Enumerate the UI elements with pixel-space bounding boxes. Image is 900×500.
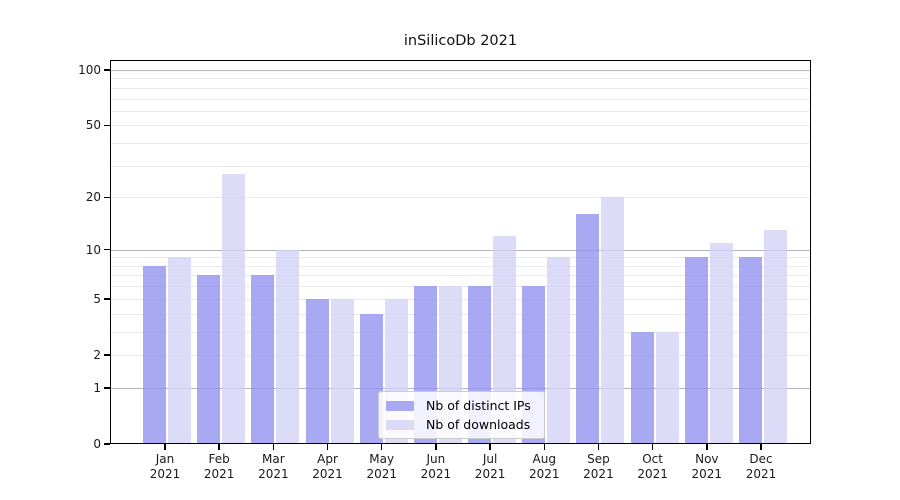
x-axis-tick-label-feb: Feb 2021 <box>203 452 235 481</box>
bar-ips-dec <box>738 257 762 444</box>
x-axis-tick-label-oct: Oct 2021 <box>637 452 668 481</box>
y-axis-tick <box>104 387 110 389</box>
y-axis-tick-label: 10 <box>85 242 101 257</box>
legend-swatch-distinct-ips <box>386 400 414 411</box>
bar-downloads-feb <box>222 173 246 444</box>
minor-gridline <box>110 165 811 167</box>
bar-downloads-mar <box>276 249 300 444</box>
bar-downloads-nov <box>709 242 733 444</box>
x-axis-tick <box>760 444 762 450</box>
legend-label-distinct-ips: Nb of distinct IPs <box>426 398 531 413</box>
y-axis-tick <box>104 298 110 300</box>
x-axis-tick <box>435 444 437 450</box>
bar-ips-sep <box>576 214 600 444</box>
x-axis-tick-label-sep: Sep 2021 <box>583 452 614 481</box>
x-axis-tick-label-jul: Jul 2021 <box>474 452 506 481</box>
bar-downloads-sep <box>601 197 625 444</box>
chart-title: inSilicoDb 2021 <box>403 33 518 49</box>
bar-ips-mar <box>251 275 275 444</box>
x-axis-tick <box>543 444 545 450</box>
y-axis-tick <box>104 443 110 445</box>
x-axis-tick-label-may: May 2021 <box>366 452 397 481</box>
legend-item-distinct-ips: Nb of distinct IPs <box>386 398 536 413</box>
minor-gridline <box>110 110 811 112</box>
legend-item-downloads: Nb of downloads <box>386 417 536 432</box>
bar-downloads-dec <box>763 230 787 444</box>
minor-gridline <box>110 257 811 259</box>
bar-ips-jan <box>143 265 166 444</box>
bar-downloads-jan <box>168 257 191 444</box>
major-gridline <box>110 249 811 251</box>
x-axis-tick-label-jun: Jun 2021 <box>420 452 452 481</box>
y-axis-tick-label: 1 <box>93 380 101 395</box>
bar-downloads-oct <box>655 331 679 444</box>
x-axis-tick-label-apr: Apr 2021 <box>312 452 343 481</box>
x-axis-tick-label-dec: Dec 2021 <box>745 452 777 481</box>
bar-ips-feb <box>197 275 221 444</box>
y-axis-tick-label: 5 <box>93 291 101 306</box>
x-axis-tick <box>380 444 383 450</box>
y-axis-tick <box>104 354 110 356</box>
x-axis-tick <box>272 444 275 450</box>
minor-gridline <box>110 275 811 277</box>
y-axis-tick-label: 100 <box>78 62 101 77</box>
legend: Nb of distinct IPs Nb of downloads <box>378 391 545 439</box>
x-axis-tick <box>218 444 220 450</box>
y-axis-tick-label: 20 <box>85 190 101 205</box>
minor-gridline <box>110 125 811 127</box>
minor-gridline <box>110 143 811 145</box>
bar-ips-apr <box>305 298 329 444</box>
bar-downloads-aug <box>547 257 571 444</box>
major-gridline <box>110 69 811 71</box>
x-axis-tick-label-aug: Aug 2021 <box>528 452 560 481</box>
bar-ips-oct <box>630 331 654 444</box>
minor-gridline <box>110 197 811 199</box>
bar-ips-may <box>359 313 383 444</box>
x-axis-tick <box>706 444 708 450</box>
x-axis-tick-label-jan: Jan 2021 <box>149 452 181 481</box>
x-axis-tick-label-mar: Mar 2021 <box>258 452 289 481</box>
x-axis-tick <box>164 444 166 450</box>
plot-area <box>110 60 811 444</box>
x-axis-tick <box>651 444 654 450</box>
legend-swatch-downloads <box>386 419 414 430</box>
minor-gridline <box>110 78 811 80</box>
bar-ips-nov <box>684 257 708 444</box>
minor-gridline <box>110 98 811 100</box>
x-axis-tick <box>489 444 491 450</box>
y-axis-tick-label: 0 <box>93 437 101 451</box>
bar-downloads-apr <box>330 298 354 444</box>
y-axis-tick-label: 2 <box>93 347 101 362</box>
minor-gridline <box>110 265 811 267</box>
x-axis-tick-label-nov: Nov 2021 <box>691 452 723 481</box>
minor-gridline <box>110 87 811 89</box>
x-axis-tick <box>597 444 600 450</box>
x-axis-tick <box>326 444 329 450</box>
y-axis-tick <box>104 196 110 199</box>
y-axis-tick-label: 50 <box>85 118 101 133</box>
y-axis-tick <box>104 248 110 251</box>
y-axis-tick <box>104 69 110 71</box>
legend-label-downloads: Nb of downloads <box>426 417 531 432</box>
y-axis-tick <box>104 124 110 127</box>
